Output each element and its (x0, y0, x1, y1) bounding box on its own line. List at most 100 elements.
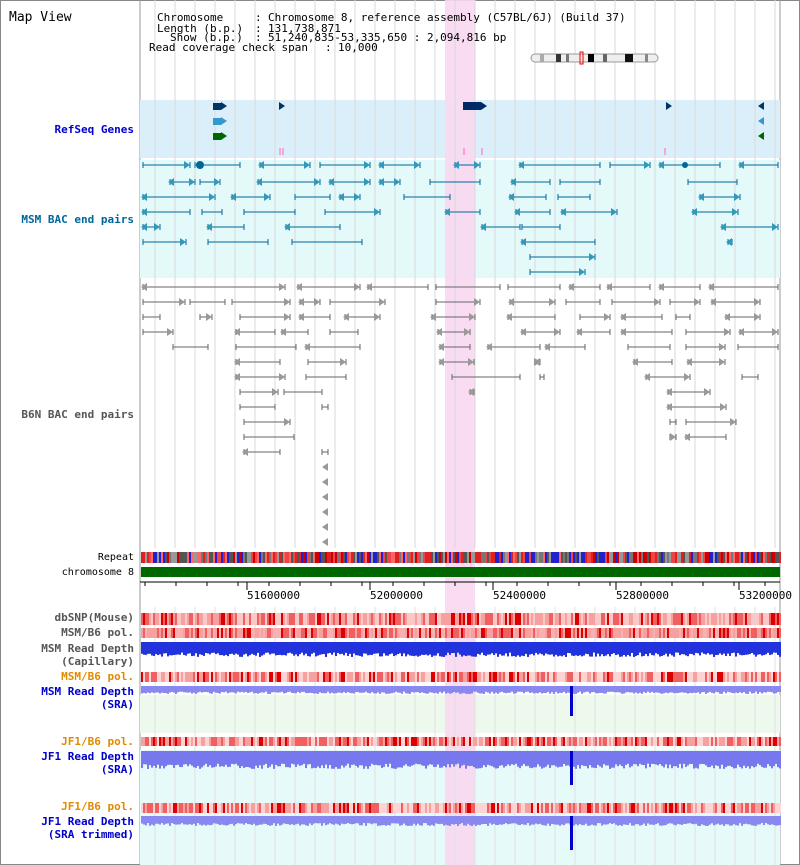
track-label-b6n-bac[interactable]: B6N BAC end pairs (21, 408, 134, 421)
msm-bac-arrow (520, 238, 526, 246)
track-label-jf1-depth-trim-1[interactable]: JF1 Read Depth (41, 815, 134, 828)
repeat-segment (727, 552, 729, 563)
msm-depth-sra-bar (681, 686, 683, 693)
jf1-depth-sra-bar (699, 751, 701, 765)
msm-b6-pol-strip (217, 628, 219, 638)
track-label-jf1-b6-pol2[interactable]: JF1/B6 pol. (61, 800, 134, 813)
jf1-depth-trim-bar (265, 816, 267, 824)
jf1-b6-pol2-strip (311, 803, 313, 813)
msm-b6-pol2-strip (699, 672, 701, 682)
jf1-depth-trim-bar (689, 816, 691, 824)
msm-b6-pol2-strip (261, 672, 263, 682)
msm-depth-sra-bar (633, 686, 635, 694)
msm-b6-pol2-strip (205, 672, 207, 682)
msm-depth-sra-bar (435, 686, 437, 693)
msm-b6-pol2-strip (707, 672, 709, 682)
jf1-b6-pol2-strip (267, 803, 269, 813)
track-label-repeat[interactable]: Repeat (97, 552, 134, 563)
jf1-b6-pol2-strip (609, 803, 611, 813)
msm-b6-pol2-strip (771, 672, 773, 682)
repeat-segment (143, 552, 145, 563)
msm-b6-pol2-strip (585, 672, 587, 682)
track-label-msm-bac[interactable]: MSM BAC end pairs (21, 213, 134, 226)
msm-depth-capillary-bar (429, 642, 431, 655)
msm-depth-sra-bar (703, 686, 705, 692)
jf1-depth-sra-bar (697, 751, 699, 769)
msm-depth-sra-bar (487, 686, 489, 693)
msm-b6-pol2-strip (425, 672, 427, 682)
msm-depth-capillary-bar (581, 642, 583, 657)
track-label-chromosome[interactable]: chromosome 8 (61, 567, 134, 578)
jf1-b6-pol2-strip (171, 803, 173, 813)
msm-depth-capillary-bar (247, 642, 249, 657)
jf1-depth-sra-bar (521, 751, 523, 766)
jf1-b6-pol2-strip (767, 803, 769, 813)
jf1-b6-pol-strip (249, 737, 251, 746)
dbsnp-strip (223, 613, 225, 625)
jf1-b6-pol2-strip (569, 803, 571, 813)
jf1-b6-pol-strip (241, 737, 243, 746)
jf1-depth-sra-bar (723, 751, 725, 769)
msm-depth-sra-bar (173, 686, 175, 693)
jf1-depth-sra-bar (715, 751, 717, 766)
msm-depth-capillary-bar (219, 642, 221, 656)
repeat-segment (197, 552, 199, 563)
msm-b6-pol-strip (337, 628, 339, 638)
track-label-refseq[interactable]: RefSeq Genes (54, 123, 134, 136)
msm-b6-pol-strip (549, 628, 551, 638)
msm-b6-pol2-strip (195, 672, 197, 682)
jf1-depth-trim-bar (337, 816, 339, 825)
repeat-segment (169, 552, 171, 563)
repeat-segment (429, 552, 431, 563)
msm-depth-capillary-bar (317, 642, 319, 656)
msm-depth-capillary-bar (425, 642, 427, 655)
jf1-depth-sra-bar (397, 751, 399, 768)
msm-depth-capillary-bar (327, 642, 329, 654)
msm-depth-capillary-bar (305, 642, 307, 654)
repeat-segment (313, 552, 315, 563)
jf1-b6-pol2-strip (401, 803, 403, 813)
jf1-depth-trim-bar (651, 816, 653, 825)
jf1-b6-pol-strip (637, 737, 639, 746)
b6n-bac-arrow (754, 298, 760, 306)
repeat-segment (605, 552, 607, 563)
dbsnp-strip (677, 613, 679, 625)
repeat-segment (485, 552, 487, 563)
dbsnp-strip (423, 613, 425, 625)
msm-b6-pol-strip (331, 628, 333, 638)
jf1-depth-trim-bar (387, 816, 389, 826)
track-label-dbsnp[interactable]: dbSNP(Mouse) (54, 611, 134, 624)
repeat-segment (767, 552, 769, 563)
msm-b6-pol2-strip (605, 672, 607, 682)
msm-b6-pol-strip (195, 628, 197, 638)
jf1-depth-sra-bar (205, 751, 207, 764)
track-label-jf1-b6-pol[interactable]: JF1/B6 pol. (61, 735, 134, 748)
jf1-b6-pol2-strip (165, 803, 167, 813)
repeat-segment (275, 552, 277, 563)
jf1-depth-trim-bar (373, 816, 375, 824)
msm-bac-arrow (180, 238, 186, 246)
track-label-jf1-depth-sra-1[interactable]: JF1 Read Depth (41, 750, 134, 763)
b6n-bac-arrow (242, 448, 248, 456)
track-label-msm-depth-sra-1[interactable]: MSM Read Depth (41, 685, 134, 698)
jf1-depth-sra-bar (635, 751, 637, 765)
msm-depth-sra-bar (387, 686, 389, 694)
jf1-b6-pol-strip (275, 737, 277, 746)
dbsnp-strip (515, 613, 517, 625)
repeat-segment (353, 552, 355, 563)
msm-depth-capillary-bar (497, 642, 499, 657)
track-label-msm-b6-pol2[interactable]: MSM/B6 pol. (61, 670, 134, 683)
repeat-segment (257, 552, 259, 563)
b6n-bac-arrow (374, 313, 380, 321)
jf1-depth-sra-bar (341, 751, 343, 766)
msm-b6-pol2-strip (595, 672, 597, 682)
repeat-segment (665, 552, 667, 563)
jf1-b6-pol2-strip (277, 803, 279, 813)
jf1-b6-pol-strip (215, 737, 217, 746)
track-label-msm-depth-cap-1[interactable]: MSM Read Depth (41, 642, 134, 655)
repeat-segment (331, 552, 333, 563)
track-label-msm-b6-pol[interactable]: MSM/B6 pol. (61, 626, 134, 639)
dbsnp-strip (445, 613, 447, 625)
jf1-b6-pol2-strip (685, 803, 687, 813)
